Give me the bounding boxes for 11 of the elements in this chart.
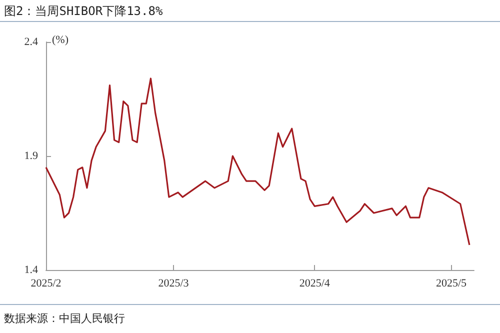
y-tick-label: 1.4 — [24, 264, 38, 276]
y-axis-title: (%) — [52, 34, 69, 46]
x-tick-label: 2025/5 — [436, 278, 468, 290]
y-tick-label: 2.4 — [24, 36, 38, 48]
chart-title: 图2：当周SHIBOR下降13.8% — [0, 0, 500, 22]
source-note: 数据来源：中国人民银行 — [0, 304, 500, 332]
y-tick-label: 1.9 — [24, 150, 38, 162]
x-tick-label: 2025/2 — [30, 278, 62, 290]
line-series — [45, 78, 470, 246]
x-tick-label: 2025/3 — [158, 278, 190, 290]
x-tick-label: 2025/4 — [299, 278, 330, 290]
